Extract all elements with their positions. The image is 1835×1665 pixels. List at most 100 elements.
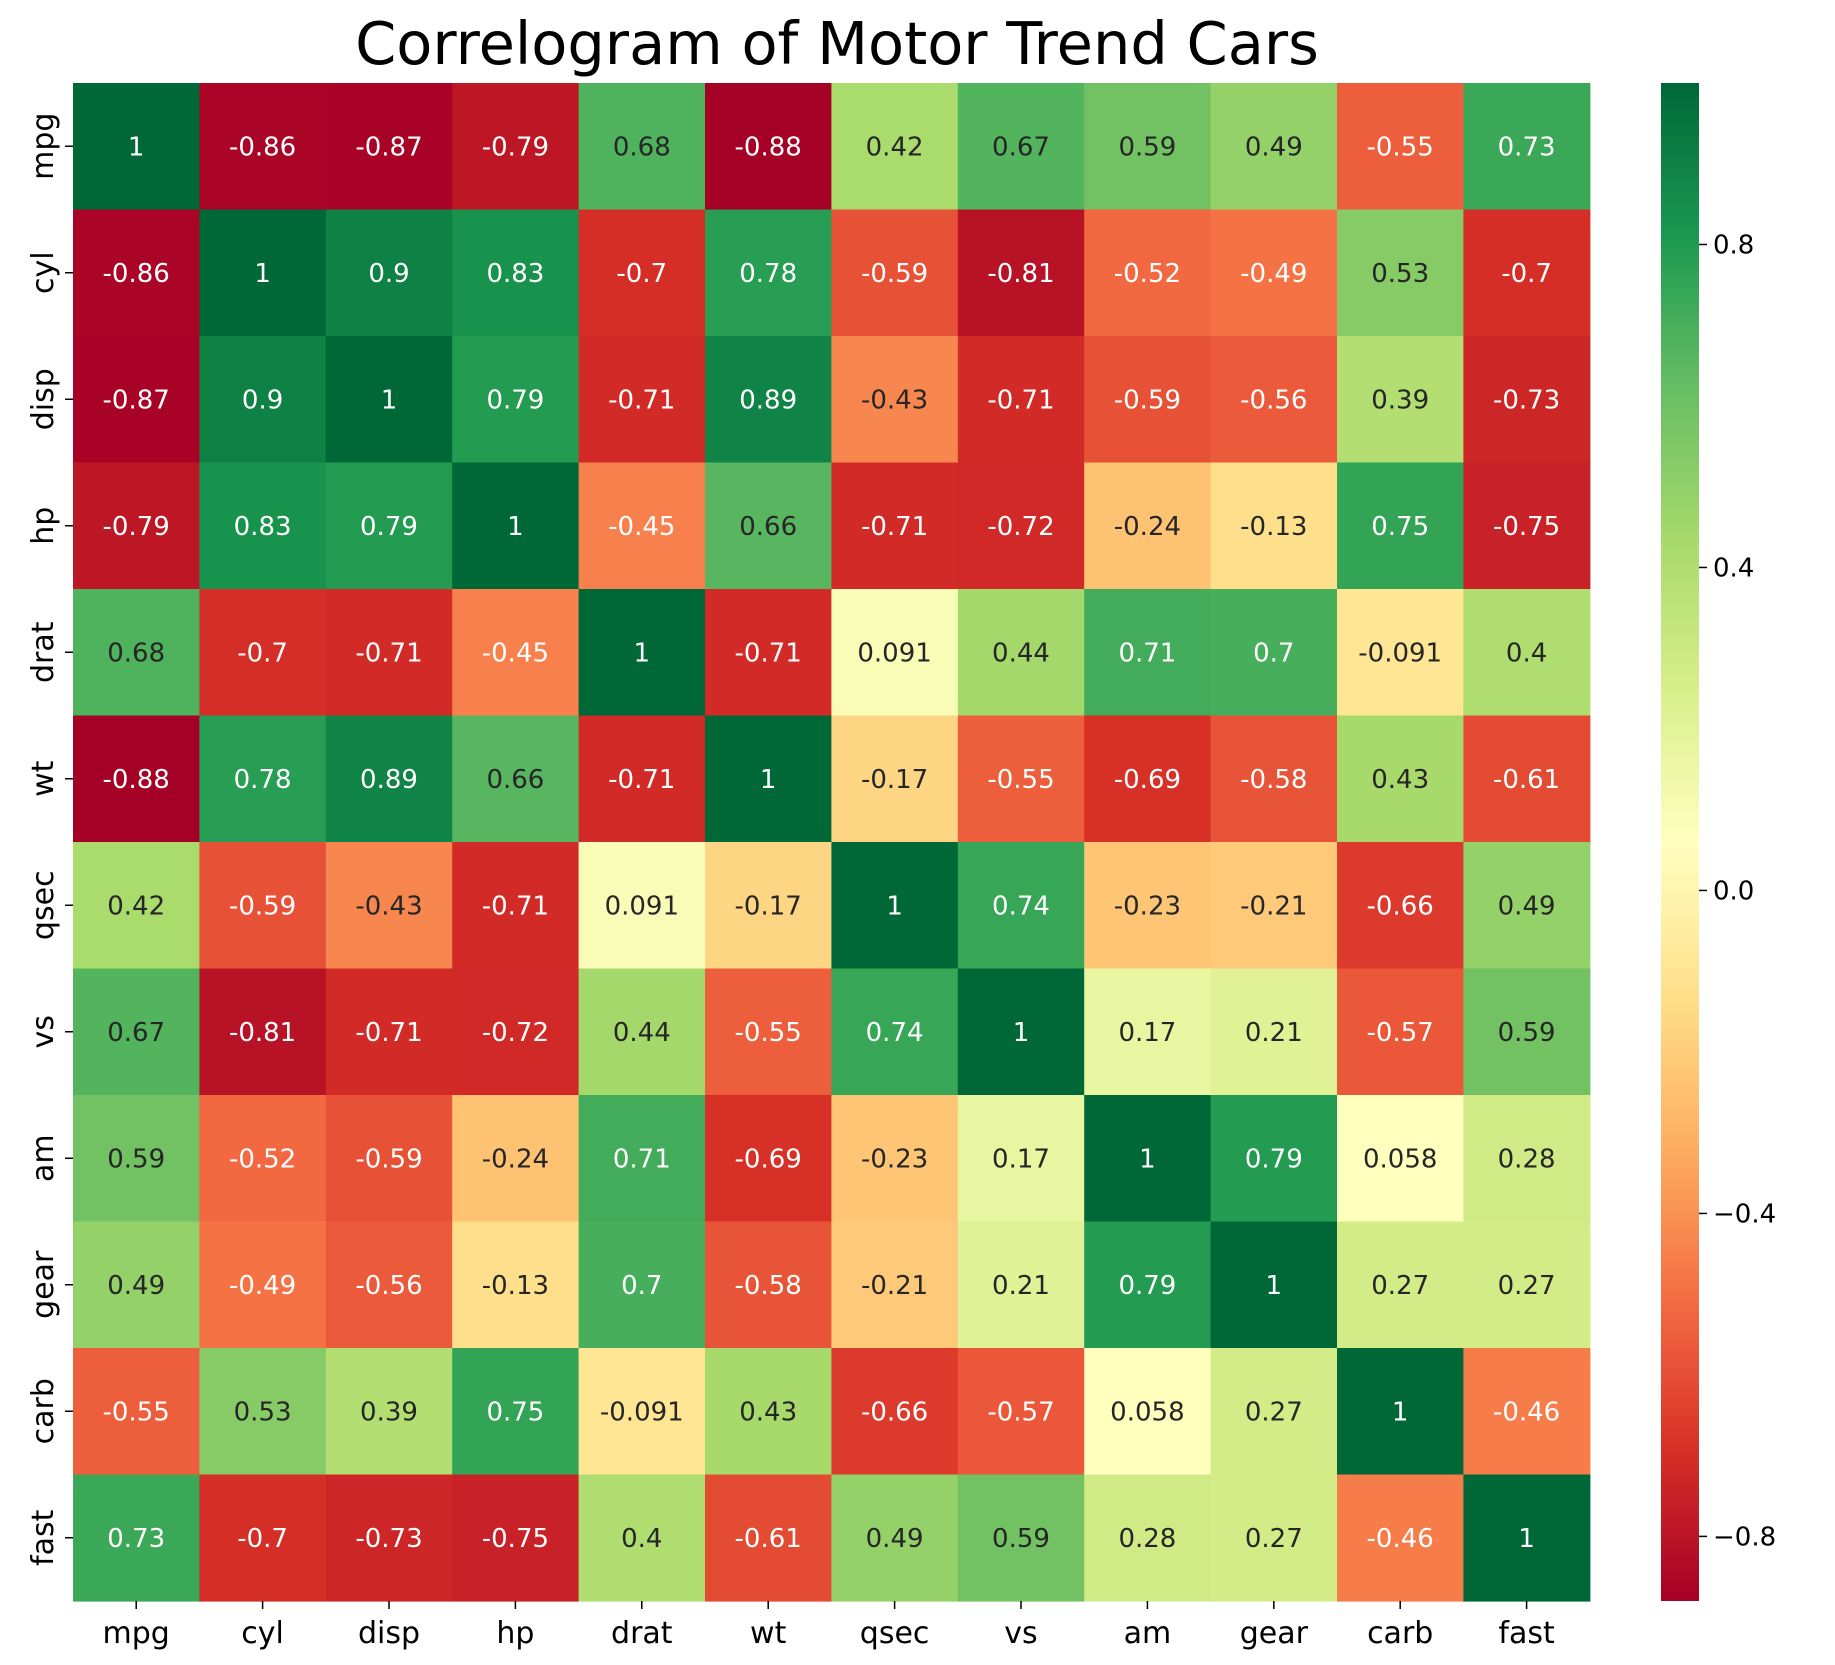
cell-value-label: -0.71	[355, 638, 422, 668]
heatmap-cell	[199, 462, 327, 590]
heatmap-cell	[957, 1348, 1085, 1476]
cell-value-label: 0.79	[360, 512, 418, 542]
cell-value-label: 0.091	[857, 638, 931, 668]
cell-value-label: -0.56	[1240, 385, 1307, 415]
heatmap-cell	[1084, 968, 1212, 1096]
heatmap-cell	[1337, 1221, 1464, 1349]
cell-value-label: -0.61	[735, 1524, 802, 1554]
heatmap-cell	[1337, 968, 1464, 1096]
cell-value-label: 0.39	[1371, 385, 1429, 415]
heatmap-cell	[705, 1221, 832, 1349]
heatmap-cell	[1337, 1348, 1464, 1476]
cell-value-label: -0.73	[1493, 385, 1560, 415]
heatmap-cell	[705, 1474, 832, 1602]
heatmap-cell	[1210, 462, 1338, 590]
heatmap-cell	[705, 968, 832, 1096]
cell-value-label: 0.74	[866, 1018, 924, 1048]
heatmap-cell	[957, 1221, 1085, 1349]
cell-value-label: -0.71	[608, 385, 675, 415]
cell-value-label: -0.87	[103, 385, 170, 415]
cell-value-label: 0.27	[1245, 1397, 1303, 1427]
heatmap-cell	[325, 209, 453, 337]
cell-value-label: -0.86	[229, 132, 296, 162]
cell-value-label: -0.7	[237, 638, 288, 668]
heatmap-cell	[705, 462, 832, 590]
cell-value-label: 0.68	[107, 638, 165, 668]
heatmap-cell	[1337, 589, 1464, 717]
heatmap-cell	[1463, 1474, 1591, 1602]
cell-value-label: 0.42	[866, 132, 924, 162]
cell-value-label: 0.21	[992, 1271, 1050, 1301]
heatmap-cell	[831, 1474, 959, 1602]
heatmap-cell	[1337, 462, 1464, 590]
cell-value-label: -0.49	[1240, 259, 1307, 289]
cell-value-label: -0.43	[861, 385, 928, 415]
heatmap-cell	[705, 336, 832, 464]
column-tick-label: fast	[1498, 1616, 1555, 1651]
heatmap-cell	[452, 1348, 580, 1476]
heatmap-cell	[1337, 842, 1464, 970]
heatmap-cell	[831, 1221, 959, 1349]
heatmap-cell	[1210, 968, 1338, 1096]
heatmap-cell	[1210, 589, 1338, 717]
heatmap-cell	[1210, 1095, 1338, 1223]
heatmap-cell	[957, 83, 1085, 211]
cell-value-label: -0.23	[1114, 891, 1181, 921]
cell-value-label: 1	[128, 132, 145, 162]
heatmap-cell	[325, 842, 453, 970]
cell-value-label: -0.55	[1367, 132, 1434, 162]
heatmap-cell	[1463, 1221, 1591, 1349]
cell-value-label: -0.7	[616, 259, 667, 289]
heatmap-cell	[1084, 842, 1212, 970]
cell-value-label: 0.9	[368, 259, 409, 289]
cell-value-label: -0.72	[482, 1018, 549, 1048]
heatmap-cell	[831, 842, 959, 970]
cell-value-label: 0.59	[107, 1144, 165, 1174]
cell-value-label: -0.69	[735, 1144, 802, 1174]
colorbar: 0.8 0.4 0.0 −0.4 −0.8	[1661, 83, 1776, 1601]
cell-value-label: 0.39	[360, 1397, 418, 1427]
cell-value-label: -0.17	[735, 891, 802, 921]
cell-value-label: -0.43	[355, 891, 422, 921]
cell-value-label: 0.67	[107, 1018, 165, 1048]
cell-value-label: 0.7	[621, 1271, 662, 1301]
cell-value-label: 0.79	[1118, 1271, 1176, 1301]
colorbar-tick-label: −0.8	[1713, 1522, 1776, 1552]
cell-value-label: -0.7	[237, 1524, 288, 1554]
row-tick-label: disp	[26, 368, 61, 430]
heatmap-cell	[325, 1348, 453, 1476]
cell-value-label: -0.71	[861, 512, 928, 542]
column-tick-label: wt	[750, 1616, 787, 1651]
cell-value-label: -0.61	[1493, 765, 1560, 795]
heatmap-cell	[578, 715, 706, 843]
cell-value-label: 0.73	[1498, 132, 1556, 162]
chart-title: Correlogram of Motor Trend Cars	[355, 9, 1319, 78]
cell-value-label: -0.17	[861, 765, 928, 795]
heatmap-cell	[1463, 842, 1591, 970]
heatmap-cell	[325, 462, 453, 590]
cell-value-label: 0.78	[739, 259, 797, 289]
colorbar-tick-label: −0.4	[1713, 1199, 1776, 1229]
heatmap-cell	[831, 462, 959, 590]
heatmap-cell	[73, 83, 200, 211]
cell-value-label: -0.69	[1114, 765, 1181, 795]
heatmap-cell	[957, 715, 1085, 843]
cell-value-label: 1	[1392, 1397, 1409, 1427]
cell-value-label: -0.21	[1240, 891, 1307, 921]
heatmap-grid: 1 -0.86 -0.87 -0.79 0.68 -0.88 0.42 0.67 0.59 0.4…	[73, 83, 1591, 1602]
cell-value-label: -0.24	[482, 1144, 549, 1174]
heatmap-cell	[199, 1221, 327, 1349]
heatmap-cell	[1463, 462, 1591, 590]
cell-value-label: -0.52	[1114, 259, 1181, 289]
cell-value-label: -0.71	[355, 1018, 422, 1048]
cell-value-label: -0.45	[482, 638, 549, 668]
column-tick-labels: mpg cyl disp hp drat wt qsec vs am gear carb fast	[103, 1601, 1555, 1651]
heatmap-cell	[325, 1474, 453, 1602]
heatmap-cell	[1084, 589, 1212, 717]
column-tick-label: vs	[1004, 1616, 1037, 1651]
colorbar-ticks: 0.8 0.4 0.0 −0.4 −0.8	[1699, 230, 1776, 1552]
heatmap-cell	[325, 83, 453, 211]
heatmap-cell	[452, 1095, 580, 1223]
heatmap-cell	[199, 968, 327, 1096]
heatmap-cell	[1337, 83, 1464, 211]
